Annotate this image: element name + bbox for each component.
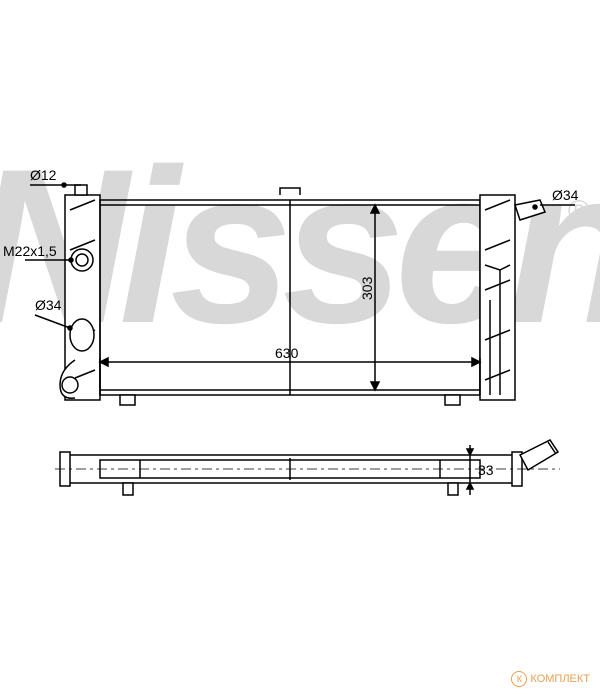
footer-logo-text: КОМПЛЕКТ — [530, 673, 590, 685]
dim-left-lower-port: Ø34 — [35, 297, 62, 313]
dim-thickness: 33 — [478, 462, 494, 478]
footer-logo: ККОМПЛЕКТ — [511, 671, 590, 687]
dim-height: 303 — [359, 276, 375, 300]
dim-left-sensor: M22x1,5 — [3, 243, 57, 259]
footer-logo-icon: К — [511, 671, 527, 687]
technical-drawing: Ø12 M22x1,5 Ø34 Ø34 630 303 33 — [0, 0, 600, 695]
dim-top-left-port: Ø12 — [30, 167, 57, 183]
dim-right-port: Ø34 — [552, 187, 579, 203]
dim-width: 630 — [275, 345, 299, 361]
